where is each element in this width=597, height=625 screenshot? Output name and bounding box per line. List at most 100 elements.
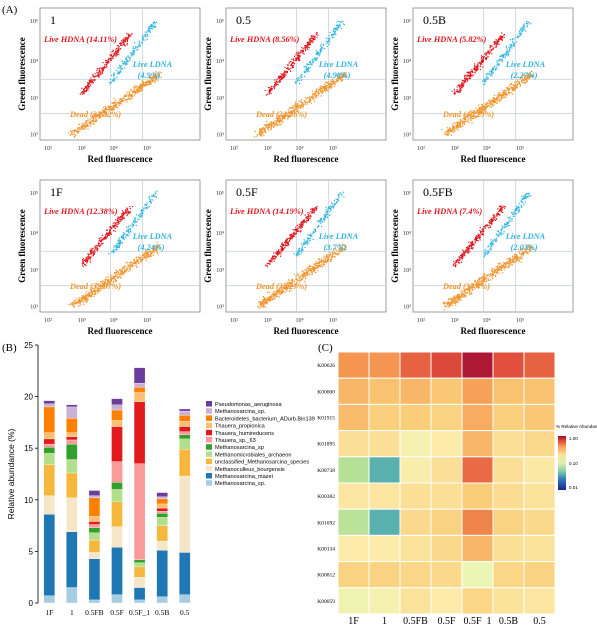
- flow-event-dot: [138, 90, 140, 92]
- flow-event-dot: [275, 252, 277, 254]
- flow-event-dot: [115, 50, 117, 52]
- flow-event-dot: [128, 35, 130, 37]
- flow-event-dot: [340, 21, 342, 23]
- flow-event-dot: [308, 61, 310, 63]
- flow-event-dot: [270, 129, 272, 131]
- flow-event-dot: [291, 66, 293, 69]
- flow-event-dot: [484, 109, 486, 111]
- flow-event-dot: [127, 208, 129, 210]
- flow-event-dot: [333, 203, 336, 205]
- flow-event-dot: [484, 78, 487, 81]
- flow-event-dot: [498, 39, 500, 41]
- flow-event-dot: [483, 56, 485, 58]
- flow-event-dot: [291, 234, 293, 236]
- flow-event-dot: [300, 104, 302, 106]
- flow-event-dot: [451, 123, 453, 126]
- flow-event-dot: [293, 58, 295, 60]
- flow-event-dot: [139, 90, 141, 92]
- flow-event-dot: [302, 224, 304, 226]
- flow-x-tick-label: 10⁴: [483, 146, 491, 152]
- flow-event-dot: [520, 32, 523, 34]
- flow-event-dot: [493, 104, 495, 106]
- flow-event-dot: [280, 289, 282, 291]
- flow-event-dot: [288, 115, 290, 117]
- flow-event-dot: [265, 298, 267, 300]
- flow-event-dot: [128, 33, 130, 35]
- flow-event-dot: [132, 220, 135, 222]
- flow-event-dot: [259, 307, 261, 309]
- flow-event-dot: [120, 103, 122, 105]
- flow-event-dot: [123, 267, 125, 269]
- flow-event-dot: [80, 128, 82, 130]
- flow-event-dot: [108, 105, 110, 107]
- flow-event-dot: [276, 79, 278, 81]
- flow-event-dot: [506, 51, 508, 53]
- flow-event-dot: [83, 299, 85, 301]
- flow-event-dot: [92, 250, 94, 252]
- flow-event-dot: [474, 71, 476, 73]
- flow-event-dot: [311, 268, 313, 270]
- flow-event-dot: [512, 262, 514, 264]
- flow-event-dot: [475, 107, 477, 109]
- flow-event-dot: [309, 66, 312, 68]
- flow-event-dot: [122, 100, 124, 102]
- flow-event-dot: [317, 51, 319, 53]
- flow-event-dot: [117, 67, 119, 69]
- flow-sample-label: 0.5F: [236, 185, 258, 199]
- flow-event-dot: [334, 29, 336, 31]
- flow-event-dot: [302, 103, 304, 105]
- flow-event-dot: [498, 99, 500, 102]
- flow-event-dot: [492, 72, 494, 74]
- flow-event-dot: [489, 46, 491, 48]
- flow-event-dot: [84, 127, 86, 129]
- flow-event-dot: [473, 286, 475, 288]
- flow-y-tick-label: 10³: [30, 96, 38, 102]
- flow-event-dot: [306, 270, 308, 272]
- flow-event-dot: [308, 71, 310, 73]
- flow-event-dot: [84, 91, 86, 93]
- flow-event-dot: [470, 117, 472, 119]
- flow-event-dot: [313, 100, 315, 102]
- flow-event-dot: [522, 28, 524, 30]
- flow-event-dot: [132, 46, 134, 48]
- flow-event-dot: [326, 257, 328, 259]
- flow-event-dot: [292, 281, 294, 284]
- flow-event-dot: [522, 26, 524, 28]
- flow-event-dot: [141, 85, 143, 87]
- flow-event-dot: [269, 91, 271, 93]
- flow-event-dot: [91, 248, 93, 250]
- flow-event-dot: [301, 246, 303, 248]
- flow-event-dot: [336, 74, 338, 76]
- flow-event-dot: [338, 249, 340, 251]
- flow-event-dot: [149, 200, 152, 202]
- flow-event-dot: [339, 74, 341, 76]
- flow-event-dot: [530, 71, 532, 73]
- flow-event-dot: [270, 127, 272, 129]
- flow-event-dot: [329, 205, 332, 207]
- flow-event-dot: [489, 101, 491, 103]
- flow-event-dot: [130, 34, 132, 36]
- flow-event-dot: [82, 92, 84, 94]
- flow-event-dot: [478, 104, 480, 106]
- flow-event-dot: [297, 57, 299, 59]
- flow-event-dot: [314, 262, 317, 264]
- flow-event-dot: [500, 35, 502, 37]
- flow-event-dot: [459, 122, 461, 124]
- flow-event-dot: [295, 82, 297, 84]
- flow-event-dot: [303, 272, 305, 274]
- flow-event-dot: [335, 202, 337, 204]
- flow-event-dot: [340, 77, 342, 79]
- flow-event-dot: [157, 245, 159, 247]
- flow-event-dot: [457, 126, 459, 128]
- flow-event-dot: [488, 105, 490, 107]
- flow-event-dot: [272, 121, 274, 124]
- flow-event-dot: [340, 76, 342, 78]
- flow-event-dot: [511, 38, 513, 40]
- flow-event-dot: [457, 125, 459, 128]
- flow-event-dot: [91, 291, 93, 293]
- flow-event-dot: [302, 222, 304, 224]
- flow-event-dot: [136, 221, 138, 223]
- flow-event-dot: [289, 61, 291, 63]
- flow-event-dot: [86, 294, 88, 296]
- flow-event-dot: [491, 101, 493, 103]
